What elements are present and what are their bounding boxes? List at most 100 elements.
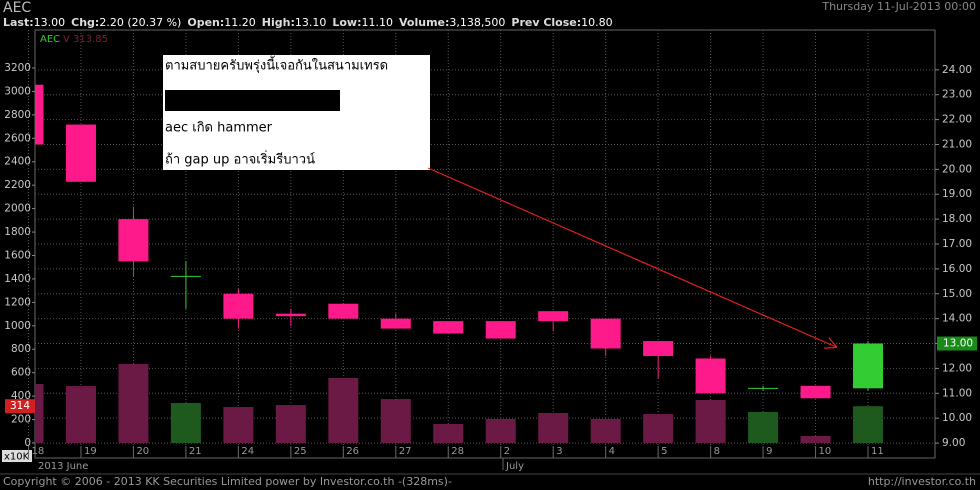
annotation-line: ถ้า gap up อาจเริ่มรีบาวน์ — [165, 151, 315, 168]
volume-bar — [35, 384, 44, 443]
quote-label: High: — [262, 16, 295, 29]
quote-value: 13.10 — [295, 16, 327, 29]
x-tick-label: 3 — [556, 446, 562, 457]
volume-bar — [328, 377, 359, 443]
quote-value: 10.80 — [581, 16, 613, 29]
y-tick-label: 19.00 — [942, 188, 972, 200]
volume-bar — [118, 364, 149, 443]
quote-label: Volume: — [399, 16, 449, 29]
y-tick-label: 23.00 — [942, 89, 972, 101]
quote-value: 13.00 — [34, 16, 66, 29]
volume-bar — [223, 407, 254, 443]
y2-tick-label: 1400 — [4, 273, 31, 285]
last-volume-box — [5, 399, 35, 414]
y-tick-label: 12.00 — [942, 362, 972, 374]
volume-bar — [170, 403, 201, 443]
volume-bars — [35, 364, 884, 443]
y2-tick-label: 2600 — [4, 132, 31, 144]
y-tick-label: 11.00 — [942, 387, 972, 399]
legend-symbol: AEC — [40, 34, 60, 45]
y2-tick-label: 2000 — [4, 203, 31, 215]
candle-body — [275, 313, 306, 317]
x-tick-label: 21 — [189, 446, 202, 457]
y2-tick-label: 2800 — [4, 109, 31, 121]
y2-tick-label: 800 — [11, 343, 31, 355]
quote-value: 11.20 — [224, 16, 256, 29]
y-tick-label: 14.00 — [942, 313, 972, 325]
y2-tick-label: 3200 — [4, 62, 31, 74]
x-tick-label: 4 — [609, 446, 615, 457]
quote-label: Low: — [332, 16, 361, 29]
candle-body — [695, 358, 726, 394]
y2-tick-label: 1800 — [4, 226, 31, 238]
volume-bar — [643, 414, 674, 443]
y-tick-label: 22.00 — [942, 114, 972, 126]
volume-bar — [748, 411, 779, 443]
x-tick-label: 2 — [504, 446, 510, 457]
x-tick-label: 5 — [661, 446, 667, 457]
annotation-line: ตามสบายครับพรุ่งนี้เจอกันในสนามเทรด — [165, 56, 388, 74]
y2-tick-label: 0 — [24, 437, 31, 449]
last-volume-label: 314 — [10, 400, 30, 412]
candle-body — [643, 341, 674, 356]
last-price-box — [937, 336, 977, 351]
last-price-label: 13.00 — [943, 338, 973, 350]
y-tick-label: 17.00 — [942, 238, 972, 250]
month-label: July — [505, 461, 524, 472]
candle-body — [380, 318, 411, 329]
y-tick-label: 16.00 — [942, 263, 972, 275]
redacted-line — [165, 90, 340, 111]
candle-body — [538, 311, 569, 322]
y2-tick-label: 600 — [11, 367, 31, 379]
quote-line: Last:13.00 Chg:2.20 (20.37 %) Open:11.20 Hi… — [3, 16, 613, 29]
candle-body — [118, 219, 149, 262]
quote-label: Open: — [187, 16, 224, 29]
y-tick-label: 9.00 — [942, 437, 965, 449]
y-tick-label: 24.00 — [942, 64, 972, 76]
y2-tick-label: 1200 — [4, 296, 31, 308]
volume-bar — [275, 405, 306, 443]
candle-body — [590, 318, 621, 349]
footer-url[interactable]: http://investor.co.th — [868, 475, 976, 488]
volume-bar — [485, 418, 516, 443]
x-tick-label: 19 — [84, 446, 97, 457]
volume-bar — [853, 406, 884, 443]
quote-value: 2.20 (20.37 %) — [99, 16, 181, 29]
candle-body — [800, 385, 831, 399]
volume-bar — [800, 435, 831, 443]
y-tick-label: 21.00 — [942, 138, 972, 150]
copyright: Copyright © 2006 - 2013 KK Securities Li… — [3, 475, 452, 488]
volume-bar — [695, 399, 726, 443]
y2-tick-label: 1600 — [4, 249, 31, 261]
volume-bar — [380, 399, 411, 443]
candles — [35, 84, 884, 399]
volume-bar — [433, 424, 464, 443]
x-tick-label: 18 — [32, 446, 45, 457]
candle-body — [65, 124, 96, 182]
y-tick-label: 10.00 — [942, 412, 972, 424]
y2-tick-label: 1000 — [4, 320, 31, 332]
x-tick-label: 20 — [136, 446, 149, 457]
annotation: ตามสบายครับพรุ่งนี้เจอกันในสนามเทรด aec … — [163, 55, 836, 347]
datetime: Thursday 11-Jul-2013 00:00 — [821, 0, 976, 13]
candle-body — [223, 293, 254, 319]
candle-body — [35, 84, 44, 145]
x-tick-label: 24 — [241, 446, 254, 457]
annotation-box — [163, 55, 430, 170]
y2-tick-label: 2400 — [4, 156, 31, 168]
x-tick-label: 27 — [399, 446, 412, 457]
x-tick-label: 10 — [819, 446, 832, 457]
y-tick-label: 20.00 — [942, 163, 972, 175]
volume-bar — [538, 412, 569, 443]
unit-box — [2, 450, 32, 462]
x-tick-label: 8 — [714, 446, 720, 457]
volume-bar — [590, 418, 621, 443]
y2-tick-label: 200 — [11, 414, 31, 426]
quote-label: Prev Close: — [511, 16, 581, 29]
annotation-line: aec เกิด hammer — [165, 121, 273, 136]
y-tick-label: 18.00 — [942, 213, 972, 225]
quote-value: 11.10 — [362, 16, 394, 29]
x-tick-label: 26 — [346, 446, 359, 457]
x-tick-label: 25 — [294, 446, 307, 457]
